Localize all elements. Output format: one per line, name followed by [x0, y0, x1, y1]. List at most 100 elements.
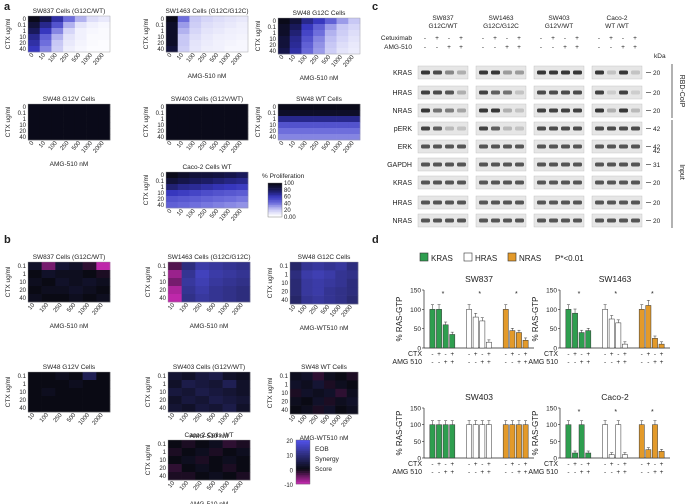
heatmap-cell: [166, 16, 179, 23]
bar: [565, 309, 572, 349]
heatmap-cell: [278, 24, 291, 31]
heatmap-cell: [181, 464, 196, 473]
blot-band: [595, 90, 604, 95]
x-tick-label: 10: [176, 52, 185, 61]
blot-band: [503, 90, 512, 95]
heatmap-cell: [28, 34, 41, 41]
blot-band: [457, 162, 466, 167]
y-tick-label: 40: [19, 406, 26, 412]
heatmap-cell: [168, 294, 182, 303]
heatmap-cell: [346, 372, 359, 381]
ctx-sign: +: [524, 461, 528, 468]
heatmap-cell: [313, 24, 326, 31]
y-tick-label: 40: [157, 135, 164, 141]
heatmap-cell: [236, 464, 251, 473]
colorbar-title: % Proliferation: [262, 173, 305, 180]
bar: [436, 424, 442, 459]
chart-title: SW1463: [599, 274, 632, 284]
blot-band: [421, 70, 430, 75]
treatment-sign: +: [575, 35, 579, 42]
x-tick-label: 0: [29, 52, 36, 59]
heatmap-cell: [290, 287, 302, 296]
x-tick-label: 2000: [232, 302, 246, 317]
amg-sign: -: [647, 359, 649, 366]
heatmap-cell: [39, 116, 52, 123]
heatmap-frame: [27, 261, 111, 303]
heatmap-cell: [324, 110, 337, 117]
blot-band: [607, 162, 616, 167]
heatmap-cell: [28, 134, 41, 141]
heatmap-cell: [98, 128, 111, 135]
amg-sign: -: [431, 359, 433, 366]
heatmap-cell: [209, 456, 223, 465]
heatmap-cell: [236, 190, 249, 197]
treatment-sign: +: [517, 35, 521, 42]
blot-band: [595, 144, 604, 149]
heatmap-cell: [224, 190, 237, 197]
blot-band: [619, 162, 628, 167]
blot-band: [595, 70, 604, 75]
y-tick-label: 0.1: [280, 264, 289, 270]
x-tick-label: 250: [53, 412, 64, 424]
heatmap-cell: [189, 46, 202, 53]
heatmap-cell: [74, 110, 87, 117]
x-tick-label: 10: [176, 208, 185, 217]
colorbar-step: [268, 191, 282, 194]
colorbar-tick: -10: [284, 483, 293, 489]
x-tick-label: 0: [279, 140, 286, 147]
heatmap-cell: [324, 122, 337, 129]
y-tick-label: 0.1: [158, 264, 167, 270]
heatmap-title: Caco-2 Cells WT: [182, 164, 231, 171]
heatmap-cell: [96, 294, 111, 303]
blot-band: [537, 70, 546, 75]
heatmap-frame: [289, 371, 359, 415]
x-tick-label: 1000: [81, 52, 95, 67]
heatmap-cell: [212, 16, 225, 23]
heatmap-cell: [236, 294, 251, 303]
colorbar-tick: 40: [284, 201, 291, 207]
x-tick-label: 250: [193, 302, 204, 314]
blot-band: [619, 70, 628, 75]
y-tick-label: 10: [159, 280, 166, 286]
bar: [479, 424, 486, 459]
y-tick-label: 100: [546, 422, 557, 429]
heatmap-cell: [224, 184, 237, 191]
bar: [572, 312, 578, 349]
heatmap-frame: [165, 171, 249, 209]
heatmap-cell: [63, 104, 76, 111]
heatmap-cell: [28, 46, 41, 53]
bar: [608, 454, 615, 459]
heatmap-cell: [236, 28, 249, 35]
ctx-sign: -: [518, 351, 520, 358]
heatmap-cell: [348, 24, 361, 31]
heatmap-cell: [177, 22, 190, 29]
heatmap-cell: [74, 34, 87, 41]
amg-sign: -: [604, 359, 606, 366]
amg-sign: -: [431, 469, 433, 476]
y-tick-label: 0: [417, 456, 421, 463]
y-tick-label: 0: [161, 17, 165, 23]
x-tick-label: 1000: [218, 412, 232, 427]
blot-strip: [533, 103, 585, 118]
x-tick-label: 2000: [232, 480, 246, 495]
x-tick-label: 100: [179, 302, 190, 314]
y-axis-label: CTX ug/ml: [267, 267, 274, 298]
pvalue-note: P*<0.01: [555, 254, 584, 263]
heatmap-cell: [195, 448, 210, 457]
blot-band: [549, 70, 558, 75]
heatmap-cell: [290, 262, 302, 271]
heatmap-frame: [289, 261, 359, 305]
y-tick-label: 0.1: [158, 374, 167, 380]
heatmap-cell: [301, 372, 313, 381]
heatmap-cell: [195, 404, 210, 413]
heatmap-cell: [41, 286, 56, 295]
treatment-label: AMG-510: [384, 44, 412, 51]
heatmap-cell: [55, 262, 70, 271]
heatmap-cell: [28, 116, 41, 123]
heatmap-cell: [222, 396, 237, 405]
significance-star: *: [614, 291, 617, 298]
colorbar-step: [268, 211, 282, 214]
heatmap-cell: [236, 456, 251, 465]
heatmap-cell: [209, 440, 223, 449]
